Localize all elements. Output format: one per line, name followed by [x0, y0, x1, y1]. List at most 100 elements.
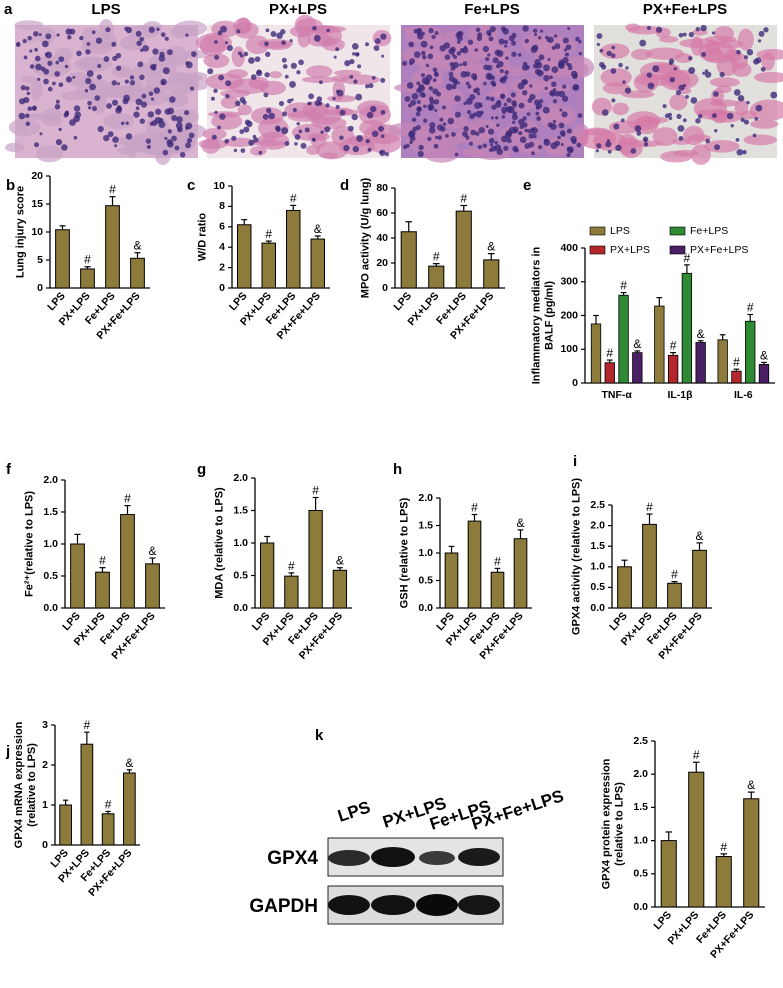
nucleus	[504, 70, 510, 75]
annotation: #	[671, 568, 678, 582]
tissue	[181, 72, 213, 91]
nucleus	[135, 106, 140, 111]
nucleus	[452, 61, 459, 69]
nucleus	[72, 75, 76, 79]
bar	[660, 840, 677, 908]
nucleus	[470, 129, 477, 136]
nucleus	[139, 74, 145, 81]
nucleus	[514, 148, 519, 153]
panel-letter: g	[197, 461, 206, 478]
error-bar	[692, 761, 700, 773]
nucleus	[409, 62, 413, 66]
y-tick-label: 80	[376, 182, 388, 194]
nucleus	[428, 127, 436, 134]
tissue	[228, 78, 269, 94]
nucleus	[701, 52, 707, 57]
nucleus	[425, 63, 430, 68]
annotation: #	[84, 718, 91, 732]
error-bar	[621, 559, 628, 567]
nucleus	[702, 71, 706, 75]
nucleus	[349, 58, 355, 65]
blot-band	[458, 848, 500, 866]
nucleus	[524, 143, 531, 149]
nucleus	[281, 40, 286, 46]
tissue	[269, 71, 282, 79]
nucleus	[439, 44, 446, 52]
error-bar	[124, 505, 131, 515]
nucleus	[135, 98, 143, 106]
nucleus	[489, 143, 493, 147]
annotation: #	[606, 346, 613, 360]
panel-letter: k	[315, 727, 324, 744]
legend-label: PX+Fe+LPS	[690, 244, 748, 256]
error-bar	[671, 581, 678, 584]
nucleus	[296, 122, 300, 126]
bar	[695, 342, 706, 384]
nucleus	[300, 142, 307, 149]
nucleus	[356, 135, 363, 142]
y-tick-label: 1.0	[590, 561, 605, 573]
nucleus	[220, 25, 228, 33]
nucleus	[563, 48, 567, 52]
nucleus	[695, 27, 700, 32]
nucleus	[125, 133, 133, 140]
nucleus	[482, 143, 488, 149]
annotation: #	[494, 554, 501, 568]
y-axis-label: Fe²⁺(relative to LPS)	[23, 491, 35, 597]
y-tick-label: 0.0	[633, 901, 648, 913]
nucleus	[409, 140, 413, 145]
nucleus	[258, 150, 263, 155]
y-tick-label: 1.5	[633, 801, 648, 813]
nucleus	[549, 123, 557, 130]
nucleus	[465, 81, 470, 86]
nucleus	[27, 106, 33, 112]
panel-letter: f	[6, 461, 12, 478]
nucleus	[503, 40, 509, 45]
error-bar	[84, 266, 91, 269]
nucleus	[29, 49, 33, 53]
nucleus	[454, 111, 461, 118]
error-bar	[720, 853, 728, 857]
nucleus	[224, 138, 230, 144]
nucleus	[462, 131, 468, 137]
nucleus	[524, 128, 529, 133]
nucleus	[148, 91, 154, 97]
nucleus	[685, 95, 689, 99]
nucleus	[559, 108, 563, 112]
nucleus	[758, 30, 765, 37]
nucleus	[646, 72, 653, 78]
blot-band	[371, 847, 415, 867]
bar	[667, 354, 679, 384]
y-tick-label: 5	[37, 254, 43, 266]
nucleus	[530, 46, 538, 54]
nucleus	[743, 55, 748, 60]
legend-swatch	[589, 245, 606, 255]
nucleus	[474, 102, 481, 109]
nucleus	[564, 52, 570, 57]
nucleus	[705, 138, 710, 144]
nucleus	[16, 41, 20, 46]
nucleus	[547, 58, 551, 62]
nucleus	[468, 141, 473, 146]
nucleus	[160, 32, 166, 38]
nucleus	[125, 121, 129, 125]
nucleus	[427, 136, 432, 142]
nucleus	[489, 96, 495, 102]
nucleus	[312, 138, 316, 142]
error-bar	[99, 567, 106, 573]
nucleus	[472, 75, 478, 81]
nucleus	[85, 77, 92, 85]
nucleus	[167, 107, 175, 115]
nucleus	[550, 142, 558, 150]
nucleus	[146, 144, 151, 149]
nucleus	[755, 104, 763, 112]
nucleus	[141, 93, 147, 99]
tissue	[84, 63, 97, 70]
nucleus	[20, 85, 26, 91]
nucleus	[365, 138, 370, 144]
nucleus	[529, 84, 533, 88]
nucleus	[753, 58, 760, 65]
tissue	[659, 36, 679, 43]
nucleus	[662, 104, 667, 109]
nucleus	[501, 106, 508, 113]
